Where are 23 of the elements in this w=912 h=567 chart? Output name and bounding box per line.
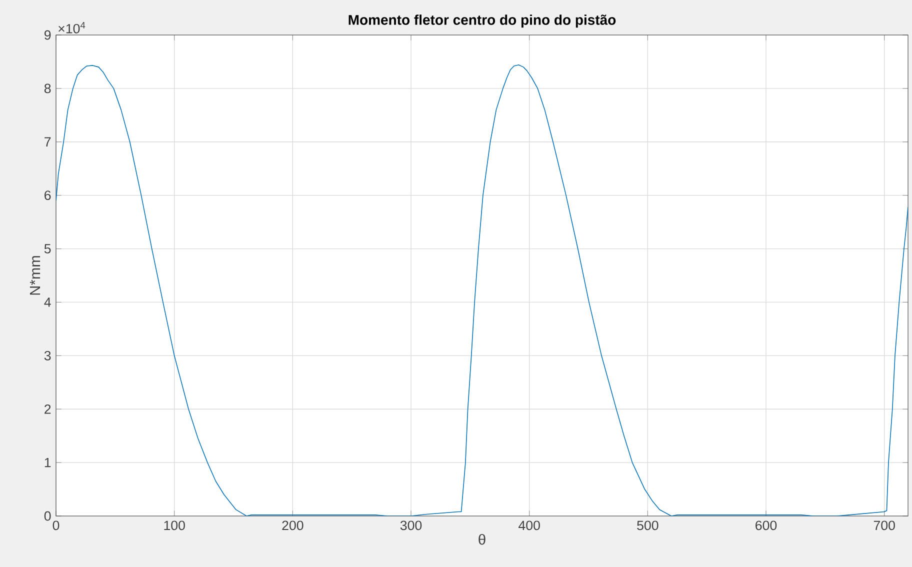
- y-tick-label: 0: [44, 511, 51, 521]
- x-axis-title: θ: [478, 534, 486, 545]
- y-axis-title: N*mm: [30, 256, 40, 295]
- y-tick-label: 5: [44, 244, 51, 254]
- x-tick-label: 100: [164, 520, 185, 530]
- text: ×10$^{4}$: [58, 22, 86, 34]
- x-tick-label: 600: [756, 520, 777, 530]
- x-tick-label: 300: [400, 520, 422, 530]
- y-tick-label: 1: [44, 458, 51, 468]
- x-tick-label: 0: [52, 520, 60, 530]
- y-tick-label: 7: [44, 137, 51, 146]
- x-tick-label: 400: [518, 520, 540, 530]
- x-tick-label: 700: [874, 520, 895, 530]
- y-tick-label: 3: [44, 350, 51, 360]
- line-series: [56, 64, 908, 516]
- y-tick-label: 6: [44, 190, 51, 200]
- x-tick-label: 200: [282, 520, 304, 530]
- chart-title: Momento fletor centro do pino do pistão: [348, 14, 616, 28]
- y-tick-label: 2: [44, 404, 51, 414]
- y-tick-label: 9: [44, 30, 51, 40]
- y-tick-label: 8: [44, 84, 51, 94]
- x-tick-label: 500: [637, 520, 658, 530]
- y-tick-label: 4: [44, 298, 51, 307]
